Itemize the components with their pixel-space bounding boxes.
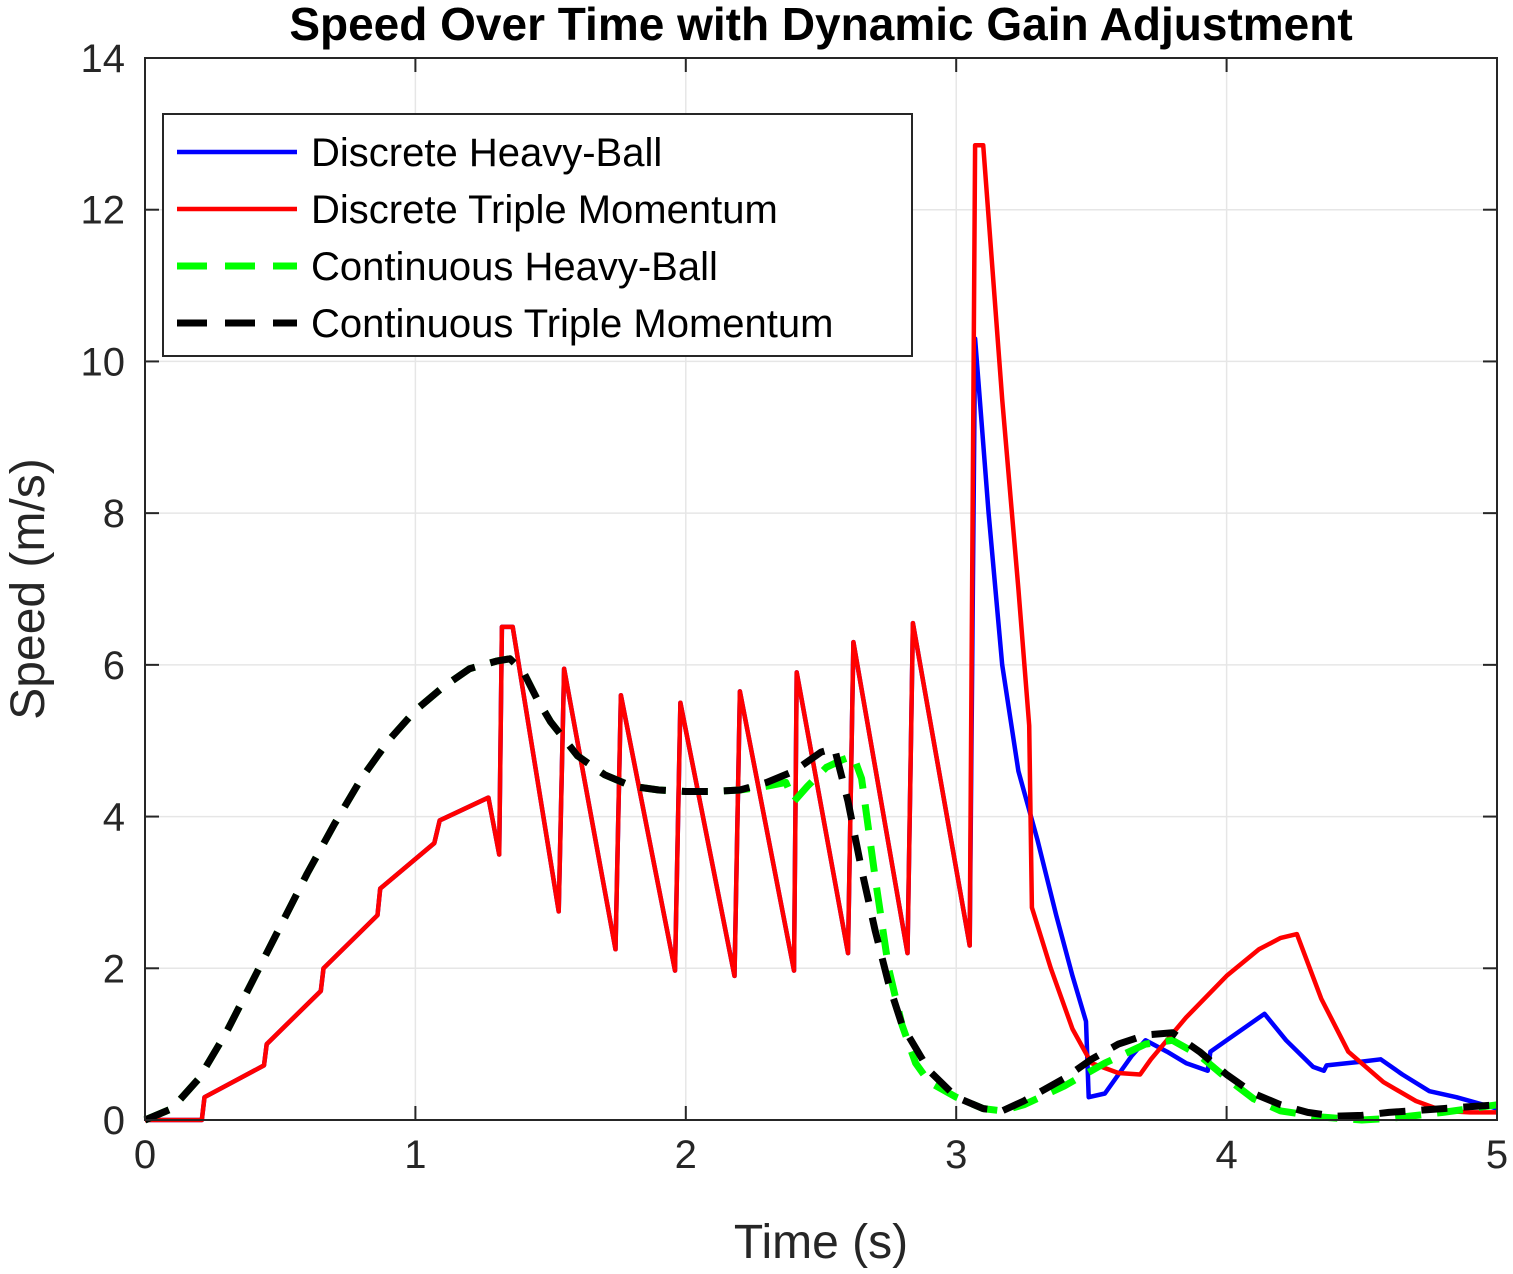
y-tick-label: 0 — [103, 1099, 125, 1143]
x-tick-label: 2 — [675, 1133, 697, 1177]
series-line-1 — [145, 336, 1498, 1123]
chart-title: Speed Over Time with Dynamic Gain Adjust… — [289, 0, 1352, 50]
series-line-2 — [145, 142, 1497, 1123]
x-tick-label: 1 — [404, 1133, 426, 1177]
x-tick-label: 5 — [1486, 1133, 1508, 1177]
y-tick-label: 4 — [103, 796, 125, 840]
x-tick-label: 4 — [1215, 1133, 1237, 1177]
legend-label-3: Continuous Heavy-Ball — [311, 245, 718, 289]
legend-box — [162, 113, 913, 357]
series-line-4 — [143, 655, 1498, 1124]
y-tick-label: 14 — [81, 37, 126, 81]
y-tick-label: 8 — [103, 492, 125, 536]
plot-series — [143, 142, 1498, 1124]
legend-label-1: Discrete Heavy-Ball — [311, 131, 662, 175]
legend-label-2: Discrete Triple Momentum — [311, 188, 778, 232]
legend: Discrete Heavy-Ball Discrete Triple Momen… — [162, 113, 913, 357]
x-tick-label: 0 — [134, 1133, 156, 1177]
legend-label-4: Continuous Triple Momentum — [311, 302, 833, 346]
y-tick-label: 2 — [103, 947, 125, 991]
series-line-3 — [143, 655, 1498, 1124]
x-tick-label: 3 — [945, 1133, 967, 1177]
y-tick-label: 6 — [103, 644, 125, 688]
y-tick-label: 12 — [81, 189, 126, 233]
y-axis-label: Speed (m/s) — [2, 458, 55, 719]
axes-box — [144, 57, 1498, 1121]
y-tick-label: 10 — [81, 340, 126, 384]
x-axis-label: Time (s) — [734, 1216, 908, 1269]
